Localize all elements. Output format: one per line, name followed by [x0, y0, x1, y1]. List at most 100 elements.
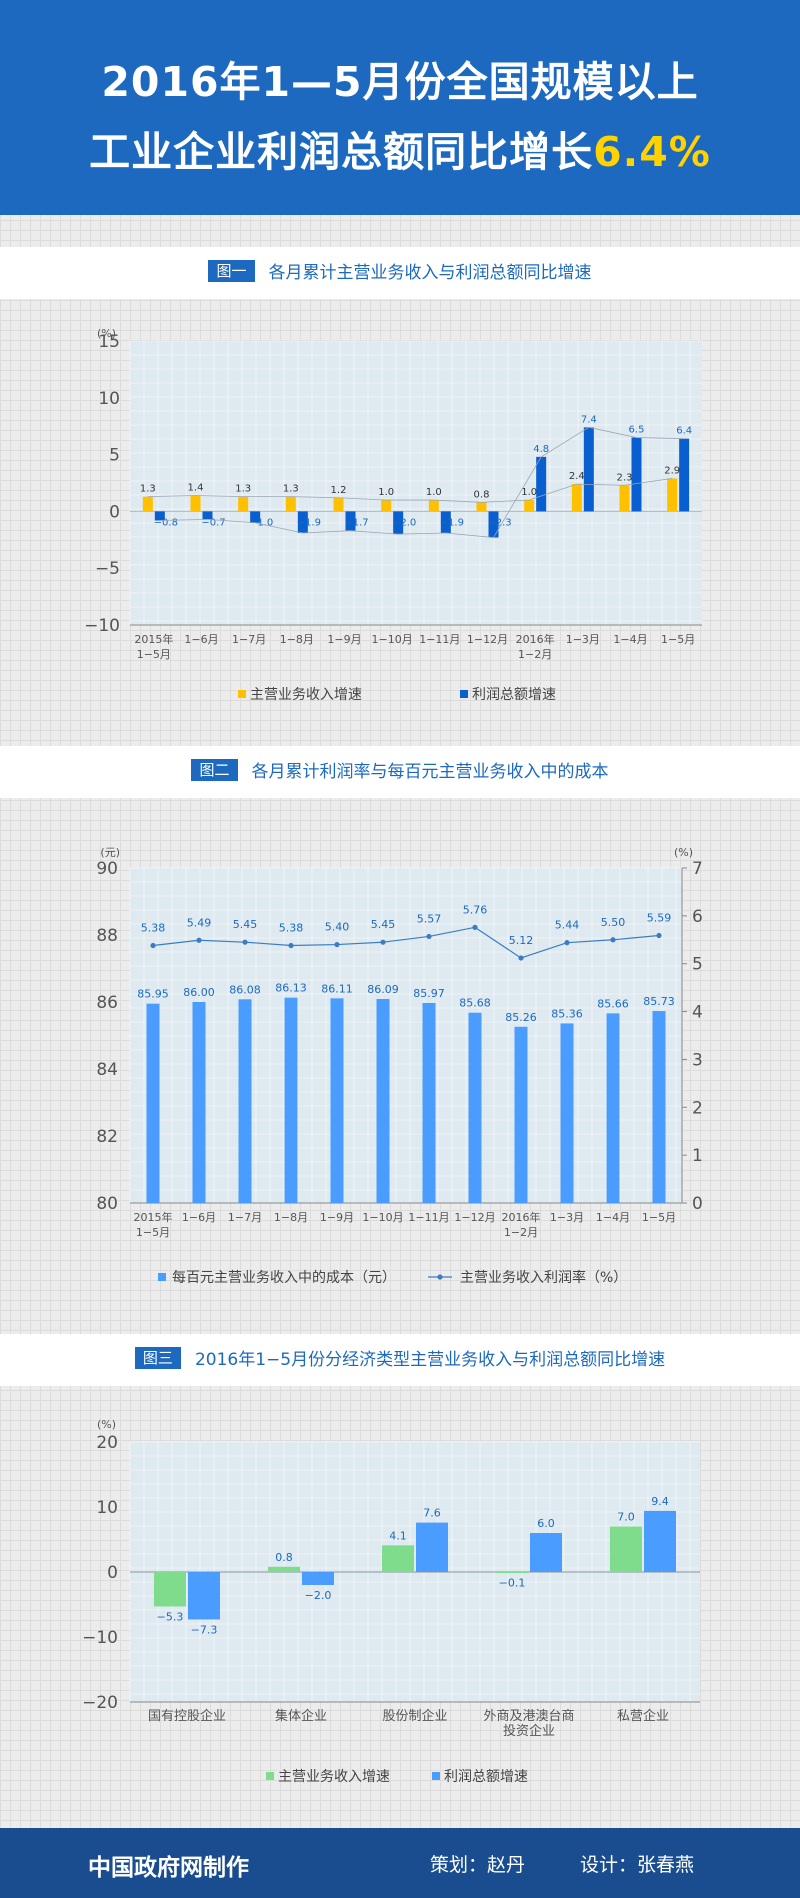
- data-label-cost: 85.26: [505, 1011, 537, 1024]
- data-label-revenue: 1.2: [331, 485, 347, 496]
- data-label-cost: 86.13: [275, 982, 307, 995]
- x-tick-label: 2016年 1−2月: [502, 1210, 541, 1239]
- bar-revenue-growth: [619, 485, 630, 512]
- data-label-revenue: −0.1: [499, 1577, 526, 1590]
- data-label-cost: 86.11: [321, 982, 353, 995]
- y-left-tick-label: 82: [96, 1127, 118, 1147]
- legend-swatch-profit: [432, 1772, 440, 1780]
- data-label-profit: 6.4: [676, 426, 692, 437]
- bar-cost-per-hundred: [146, 1003, 160, 1203]
- x-tick-label: 1−4月: [613, 633, 647, 646]
- y-tick-label: 15: [98, 332, 120, 352]
- x-tick-label: 1−7月: [228, 1211, 262, 1224]
- chart3-title: 2016年1−5月份分经济类型主营业务收入与利润总额同比增速: [194, 1350, 666, 1370]
- data-label-profit: −1.7: [344, 517, 368, 528]
- bar-revenue-growth: [476, 502, 487, 512]
- y-right-tick-label: 5: [692, 955, 703, 975]
- data-label-cost: 85.36: [551, 1007, 583, 1020]
- bar-profit-growth: [154, 511, 165, 521]
- chart1-title-band: 图一 各月累计主营业务收入与利润总额同比增速: [0, 247, 800, 299]
- data-label-profit: −0.8: [154, 517, 178, 528]
- chart1-badge: 图一: [208, 260, 255, 282]
- data-label-revenue: 1.4: [188, 482, 204, 493]
- y-right-tick-label: 2: [692, 1098, 703, 1118]
- x-tick-label: 1−10月: [362, 1211, 403, 1224]
- bar-cost-per-hundred: [330, 998, 344, 1203]
- bar-cost-per-hundred: [238, 999, 252, 1203]
- data-label-revenue: 0.8: [275, 1551, 293, 1564]
- data-label-revenue: 7.0: [617, 1511, 635, 1524]
- bar-revenue-growth: [268, 1566, 300, 1572]
- bar-profit-growth: [631, 437, 642, 512]
- data-label-margin: 5.50: [601, 916, 626, 929]
- y-right-tick-label: 0: [692, 1194, 703, 1214]
- bar-profit-growth: [393, 511, 404, 535]
- y-tick-label: 10: [96, 1498, 118, 1518]
- point-profit-margin: [288, 942, 294, 949]
- bar-revenue-growth: [667, 478, 678, 512]
- y-right-unit-label: (%): [674, 846, 693, 859]
- bar-profit-growth: [302, 1572, 334, 1585]
- data-label-cost: 85.68: [459, 997, 491, 1010]
- y-tick-label: −10: [82, 1628, 118, 1648]
- y-tick-label: 0: [109, 502, 120, 522]
- bar-revenue-growth: [190, 495, 201, 512]
- bar-profit-growth: [440, 511, 451, 533]
- x-tick-label: 1−7月: [232, 633, 266, 646]
- x-tick-label: 1−3月: [566, 633, 600, 646]
- chart1-title: 各月累计主营业务收入与利润总额同比增速: [268, 263, 592, 283]
- data-label-cost: 86.09: [367, 983, 399, 996]
- bar-profit-growth: [644, 1510, 676, 1572]
- bar-profit-growth: [250, 511, 261, 523]
- footer-planner: 策划：赵丹: [430, 1854, 526, 1876]
- data-label-profit: −1.9: [440, 517, 464, 528]
- y-left-tick-label: 80: [96, 1194, 118, 1214]
- data-label-revenue: 0.8: [474, 489, 490, 500]
- bar-profit-growth: [536, 456, 547, 512]
- bar-profit-growth: [530, 1533, 562, 1572]
- bar-profit-growth: [679, 438, 690, 512]
- header-banner: 2016年1—5月份全国规模以上 工业企业利润总额同比增长6.4%: [0, 0, 800, 215]
- data-label-margin: 5.38: [279, 922, 304, 935]
- legend-swatch-revenue: [266, 1772, 274, 1780]
- x-tick-label: 1−6月: [182, 1211, 216, 1224]
- main-title-line1: 2016年1—5月份全国规模以上: [101, 58, 699, 106]
- data-label-profit: 9.4: [651, 1495, 669, 1508]
- x-tick-label: 1−12月: [467, 633, 508, 646]
- y-tick-label: −20: [82, 1693, 118, 1713]
- y-left-tick-label: 86: [96, 993, 118, 1013]
- chart1-svg: −10 −5 0 5 10 15(%) 1.3 −0.8 2015年 1−5月 1.4 −0.7 1−6…: [84, 327, 702, 703]
- x-tick-label: 1−10月: [372, 633, 413, 646]
- bar-cost-per-hundred: [560, 1023, 574, 1203]
- data-label-revenue: 2.4: [569, 471, 585, 482]
- legend-label-margin: 主营业务收入利润率（%）: [460, 1269, 627, 1286]
- point-profit-margin: [472, 924, 478, 930]
- data-label-margin: 5.57: [417, 912, 442, 925]
- y-right-tick-label: 1: [692, 1146, 703, 1166]
- bar-revenue-growth: [571, 484, 582, 512]
- data-label-margin: 5.12: [509, 934, 534, 947]
- data-label-revenue: −5.3: [157, 1610, 184, 1623]
- legend-swatch-profit: [460, 690, 468, 698]
- x-tick-label: 1−12月: [454, 1211, 495, 1224]
- y-right-tick-label: 4: [692, 1003, 703, 1023]
- y-left-tick-label: 84: [96, 1060, 118, 1080]
- x-tick-label: 外商及港澳台商投资企业: [483, 1708, 574, 1739]
- bar-cost-per-hundred: [376, 998, 390, 1203]
- point-profit-margin: [610, 937, 616, 943]
- data-label-cost: 85.97: [413, 987, 445, 1000]
- footer-bar: 中国政府网制作 策划：赵丹 设计：张春燕: [0, 1828, 800, 1898]
- y-tick-label: 20: [96, 1433, 118, 1453]
- connector-profit: [159, 426, 685, 538]
- data-label-cost: 86.08: [229, 983, 261, 996]
- x-tick-label: 1−11月: [419, 633, 460, 646]
- data-label-profit: 6.5: [629, 425, 645, 436]
- x-tick-label: 1−8月: [280, 633, 314, 646]
- chart3-badge: 图三: [134, 1347, 181, 1369]
- x-tick-label: 1−5月: [661, 633, 695, 646]
- plot-area: [130, 868, 682, 1203]
- data-label-revenue: 1.3: [235, 484, 251, 495]
- bar-cost-per-hundred: [422, 1003, 436, 1203]
- x-tick-label: 1−11月: [408, 1211, 449, 1224]
- data-label-margin: 5.45: [233, 918, 258, 931]
